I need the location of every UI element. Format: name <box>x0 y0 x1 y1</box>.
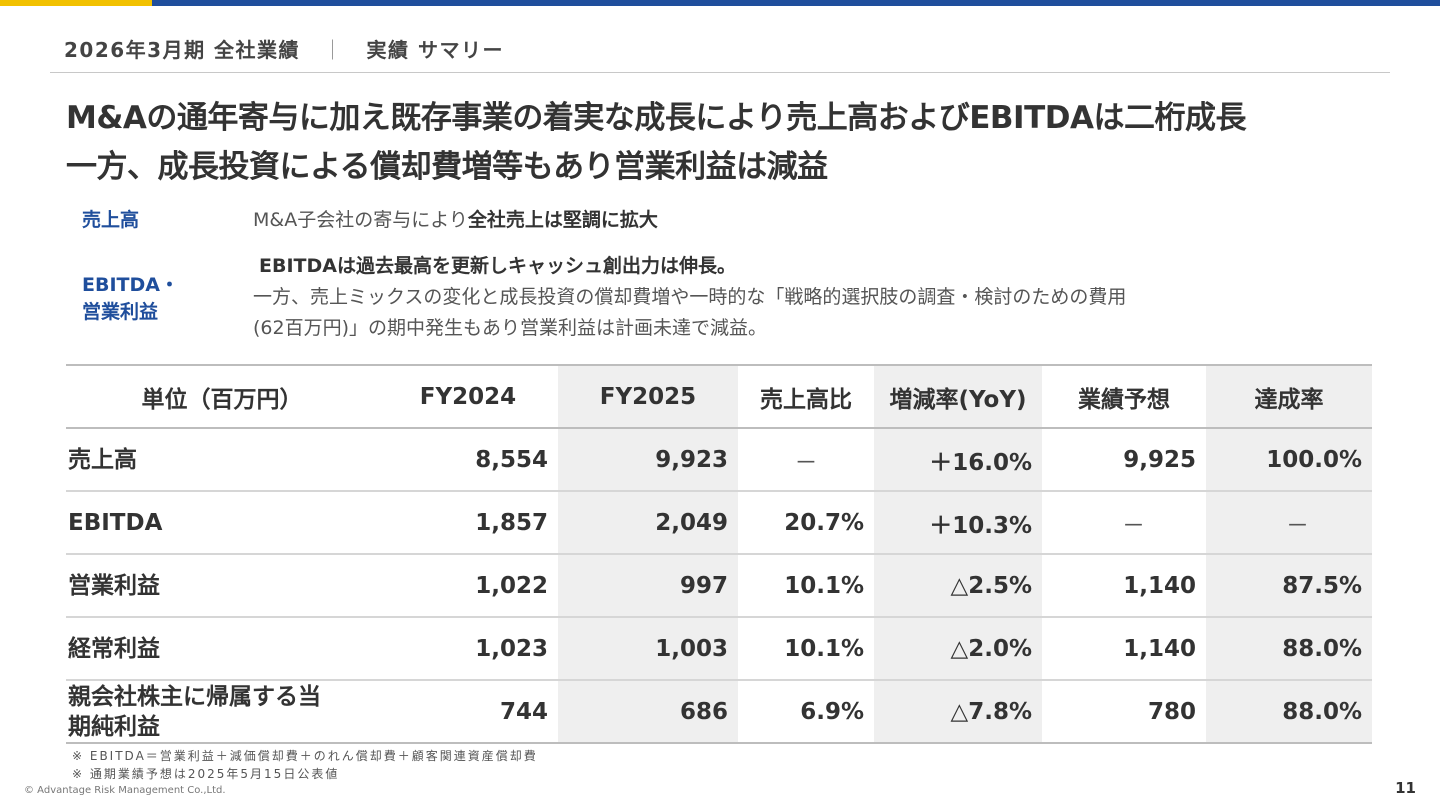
slide-header-subtitle: 実績 サマリー <box>366 38 504 62</box>
cell-achievement: 100.0% <box>1206 428 1372 492</box>
cell-fy2025: 686 <box>558 680 738 744</box>
cell-achievement: 88.0% <box>1206 680 1372 744</box>
column-header-fy2024: FY2024 <box>378 364 558 429</box>
row-label-line-2: 期純利益 <box>68 713 160 740</box>
cell-achievement: 88.0% <box>1206 617 1372 681</box>
cell-forecast: － <box>1042 491 1206 555</box>
ebitda-summary-label-line-1: EBITDA・ <box>82 274 179 296</box>
row-label-line-1: 親会社株主に帰属する当 <box>68 683 321 710</box>
row-label: EBITDA <box>66 491 378 555</box>
ebitda-summary-text-bold: EBITDAは過去最高を更新しキャッシュ創出力は伸長。 <box>259 255 736 277</box>
row-label: 経常利益 <box>66 617 378 681</box>
cell-fy2025: 1,003 <box>558 617 738 681</box>
column-header-unit: 単位（百万円） <box>66 364 378 429</box>
row-label: 売上高 <box>66 428 378 492</box>
column-header-achievement: 達成率 <box>1206 364 1372 429</box>
cell-yoy: △2.0% <box>874 617 1042 681</box>
table-row: 親会社株主に帰属する当 期純利益 744 686 6.9% △7.8% 780 … <box>66 680 1372 744</box>
sales-summary-text-bold: 全社売上は堅調に拡大 <box>467 209 658 231</box>
sales-summary-label: 売上高 <box>82 209 140 231</box>
cell-sales-ratio: 20.7% <box>738 491 874 555</box>
column-header-forecast: 業績予想 <box>1042 364 1206 429</box>
cell-sales-ratio: － <box>738 428 874 492</box>
table-row: EBITDA 1,857 2,049 20.7% ＋10.3% － － <box>66 491 1372 555</box>
slide-header-title: 2026年3月期 全社業績 <box>64 38 301 62</box>
cell-sales-ratio: 10.1% <box>738 554 874 618</box>
headline-line-2: 一方、成長投資による償却費増等もあり営業利益は減益 <box>66 149 828 185</box>
footnote-ebitda-definition: ※ EBITDA＝営業利益＋減価償却費＋のれん償却費＋顧客関連資産償却費 <box>72 749 538 763</box>
cell-fy2024: 1,022 <box>378 554 558 618</box>
row-label: 営業利益 <box>66 554 378 618</box>
table-row: 売上高 8,554 9,923 － ＋16.0% 9,925 100.0% <box>66 428 1372 492</box>
top-brand-bar <box>0 0 1440 6</box>
cell-fy2024: 744 <box>378 680 558 744</box>
table-header-row: 単位（百万円） FY2024 FY2025 売上高比 増減率(YoY) 業績予想… <box>66 364 1372 429</box>
cell-achievement: 87.5% <box>1206 554 1372 618</box>
top-brand-bar-accent <box>0 0 152 6</box>
table-row: 経常利益 1,023 1,003 10.1% △2.0% 1,140 88.0% <box>66 617 1372 681</box>
cell-fy2024: 1,023 <box>378 617 558 681</box>
footnote-forecast-date: ※ 通期業績予想は2025年5月15日公表値 <box>72 767 340 781</box>
ebitda-summary-text: EBITDAは過去最高を更新しキャッシュ創出力は伸長。 一方、売上ミックスの変化… <box>253 251 1126 344</box>
header-divider <box>50 72 1390 73</box>
headline: M&Aの通年寄与に加え既存事業の着実な成長により売上高およびEBITDAは二桁成… <box>66 94 1406 192</box>
slide-header: 2026年3月期 全社業績 ｜ 実績 サマリー <box>64 34 504 63</box>
results-table: 単位（百万円） FY2024 FY2025 売上高比 増減率(YoY) 業績予想… <box>66 364 1372 744</box>
cell-yoy: ＋16.0% <box>874 428 1042 492</box>
cell-achievement: － <box>1206 491 1372 555</box>
column-header-sales-ratio: 売上高比 <box>738 364 874 429</box>
ebitda-summary-label: EBITDA・ 営業利益 <box>82 272 179 326</box>
ebitda-summary-label-line-2: 営業利益 <box>82 301 159 323</box>
cell-fy2025: 997 <box>558 554 738 618</box>
row-label: 親会社株主に帰属する当 期純利益 <box>66 680 378 744</box>
cell-sales-ratio: 6.9% <box>738 680 874 744</box>
ebitda-summary-text-line-2: 一方、売上ミックスの変化と成長投資の償却費増や一時的な「戦略的選択肢の調査・検討… <box>253 286 1127 308</box>
headline-line-1: M&Aの通年寄与に加え既存事業の着実な成長により売上高およびEBITDAは二桁成… <box>66 100 1246 136</box>
cell-fy2025: 9,923 <box>558 428 738 492</box>
cell-fy2024: 1,857 <box>378 491 558 555</box>
cell-forecast: 780 <box>1042 680 1206 744</box>
sales-summary-text: M&A子会社の寄与により全社売上は堅調に拡大 <box>253 205 658 236</box>
cell-sales-ratio: 10.1% <box>738 617 874 681</box>
cell-yoy: ＋10.3% <box>874 491 1042 555</box>
copyright-notice: © Advantage Risk Management Co.,Ltd. <box>24 785 226 796</box>
column-header-yoy: 増減率(YoY) <box>874 364 1042 429</box>
cell-yoy: △7.8% <box>874 680 1042 744</box>
cell-forecast: 9,925 <box>1042 428 1206 492</box>
slide-header-separator: ｜ <box>322 38 345 62</box>
ebitda-summary-text-line-3: (62百万円)」の期中発生もあり営業利益は計画未達で減益。 <box>253 317 768 339</box>
cell-fy2025: 2,049 <box>558 491 738 555</box>
cell-forecast: 1,140 <box>1042 554 1206 618</box>
column-header-fy2025: FY2025 <box>558 364 738 429</box>
cell-fy2024: 8,554 <box>378 428 558 492</box>
cell-yoy: △2.5% <box>874 554 1042 618</box>
cell-forecast: 1,140 <box>1042 617 1206 681</box>
sales-summary-text-normal: M&A子会社の寄与により <box>253 209 468 231</box>
page-number: 11 <box>1395 779 1416 797</box>
table-row: 営業利益 1,022 997 10.1% △2.5% 1,140 87.5% <box>66 554 1372 618</box>
